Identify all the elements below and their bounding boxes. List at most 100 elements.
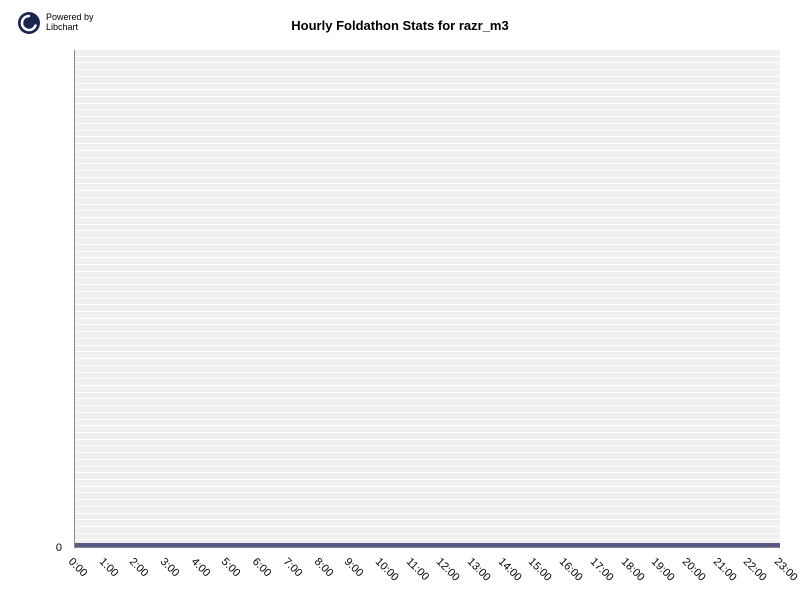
grid-line: [75, 352, 780, 359]
grid-line: [75, 500, 780, 507]
x-tick-label: 21:00: [710, 556, 738, 584]
grid-line: [75, 527, 780, 534]
grid-line: [75, 453, 780, 460]
grid-line: [75, 198, 780, 205]
grid-line: [75, 184, 780, 191]
grid-line: [75, 57, 780, 64]
grid-line: [75, 218, 780, 225]
baseline-bar: [75, 543, 780, 547]
grid-line: [75, 245, 780, 252]
grid-line: [75, 104, 780, 111]
grid-line: [75, 305, 780, 312]
logo-area: Powered by Libchart: [18, 12, 94, 34]
x-tick-label: 12:00: [434, 556, 462, 584]
grid-lines: [75, 50, 780, 547]
x-tick-label: 20:00: [680, 556, 708, 584]
x-tick-label: 1:00: [96, 556, 120, 580]
x-tick-label: 2:00: [127, 556, 151, 580]
x-tick-label: 0:00: [66, 556, 90, 580]
x-tick-label: 23:00: [772, 556, 800, 584]
grid-line: [75, 97, 780, 104]
grid-line: [75, 110, 780, 117]
grid-line: [75, 70, 780, 77]
x-tick-label: 17:00: [588, 556, 616, 584]
grid-line: [75, 191, 780, 198]
grid-line: [75, 319, 780, 326]
grid-line: [75, 164, 780, 171]
grid-line: [75, 131, 780, 138]
grid-line: [75, 151, 780, 158]
grid-line: [75, 144, 780, 151]
grid-line: [75, 272, 780, 279]
chart-title: Hourly Foldathon Stats for razr_m3: [291, 18, 508, 33]
grid-line: [75, 84, 780, 91]
libchart-icon: [18, 12, 40, 34]
x-tick-label: 7:00: [281, 556, 305, 580]
x-tick-label: 18:00: [618, 556, 646, 584]
grid-line: [75, 433, 780, 440]
libchart-label: Libchart: [46, 23, 94, 33]
grid-line: [75, 487, 780, 494]
x-tick-label: 3:00: [158, 556, 182, 580]
x-tick-label: 22:00: [741, 556, 769, 584]
grid-line: [75, 325, 780, 332]
grid-line: [75, 406, 780, 413]
y-axis: 0: [0, 50, 70, 548]
grid-line: [75, 446, 780, 453]
grid-line: [75, 534, 780, 541]
logo-text: Powered by Libchart: [46, 13, 94, 33]
grid-line: [75, 386, 780, 393]
grid-line: [75, 258, 780, 265]
grid-line: [75, 211, 780, 218]
grid-line: [75, 158, 780, 165]
grid-line: [75, 493, 780, 500]
x-tick-label: 4:00: [189, 556, 213, 580]
x-tick-label: 19:00: [649, 556, 677, 584]
grid-line: [75, 413, 780, 420]
x-tick-label: 6:00: [250, 556, 274, 580]
x-tick-label: 13:00: [465, 556, 493, 584]
grid-line: [75, 440, 780, 447]
x-tick-label: 8:00: [311, 556, 335, 580]
grid-line: [75, 265, 780, 272]
grid-line: [75, 63, 780, 70]
grid-line: [75, 50, 780, 57]
grid-line: [75, 124, 780, 131]
x-tick-label: 10:00: [373, 556, 401, 584]
y-tick-label: 0: [56, 542, 62, 554]
grid-line: [75, 366, 780, 373]
grid-line: [75, 178, 780, 185]
grid-line: [75, 460, 780, 467]
grid-line: [75, 299, 780, 306]
grid-line: [75, 285, 780, 292]
x-tick-label: 14:00: [495, 556, 523, 584]
grid-line: [75, 399, 780, 406]
grid-line: [75, 507, 780, 514]
x-tick-label: 16:00: [557, 556, 585, 584]
x-tick-label: 11:00: [403, 556, 430, 583]
grid-line: [75, 426, 780, 433]
grid-line: [75, 332, 780, 339]
grid-line: [75, 292, 780, 299]
grid-line: [75, 467, 780, 474]
grid-line: [75, 171, 780, 178]
x-axis: 0:001:002:003:004:005:006:007:008:009:00…: [74, 548, 780, 600]
grid-line: [75, 117, 780, 124]
grid-line: [75, 278, 780, 285]
grid-line: [75, 205, 780, 212]
grid-line: [75, 252, 780, 259]
plot-area: [74, 50, 780, 548]
grid-line: [75, 480, 780, 487]
grid-line: [75, 346, 780, 353]
grid-line: [75, 373, 780, 380]
x-tick-label: 9:00: [342, 556, 366, 580]
grid-line: [75, 312, 780, 319]
grid-line: [75, 238, 780, 245]
grid-line: [75, 420, 780, 427]
grid-line: [75, 473, 780, 480]
grid-line: [75, 225, 780, 232]
x-tick-label: 15:00: [526, 556, 554, 584]
grid-line: [75, 90, 780, 97]
grid-line: [75, 359, 780, 366]
grid-line: [75, 520, 780, 527]
